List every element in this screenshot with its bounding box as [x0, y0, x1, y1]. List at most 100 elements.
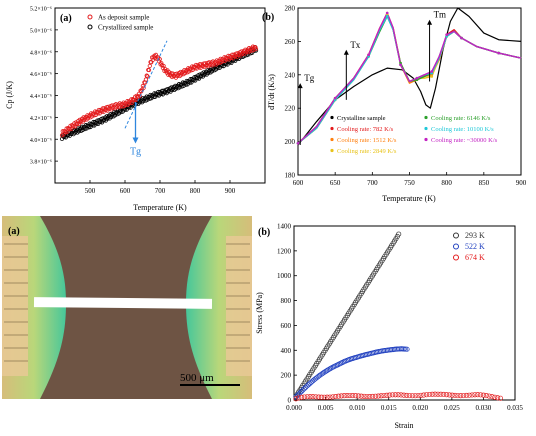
stress-y-tick-label: 600: [281, 322, 292, 330]
dtdt-point: [460, 36, 463, 40]
stress-point: [378, 393, 384, 399]
dtdt-point: [445, 33, 448, 37]
micrograph-left-electrode: [2, 236, 28, 376]
cp-x-tick-label: 500: [85, 187, 96, 195]
stress-point: [381, 392, 387, 399]
stress-point: [341, 393, 347, 399]
stress-x-tick-label: 0.020: [412, 404, 428, 412]
dtdt-point: [296, 141, 300, 145]
panel-cp: 500 600 700 800 900 3.8×10⁻⁶ 4.0×10⁻⁶ 4.2×10⁻⁶…: [5, 7, 266, 212]
cp-y-tick-label: 4.2×10⁻⁶: [30, 116, 52, 122]
stress-x-tick-label: 0.000: [286, 404, 302, 412]
stress-point: [409, 393, 415, 399]
stress-point: [297, 390, 303, 396]
stress-point: [384, 392, 390, 398]
cp-x-tick-label: 800: [190, 187, 201, 195]
cp-legend-label-as-deposit: As deposit sample: [98, 14, 149, 22]
cp-point: [155, 55, 160, 60]
stress-y-ticks: 0 200 400 600 800 1000 1200 1400: [277, 223, 297, 405]
dtdt-legend-marker: [330, 115, 334, 120]
stress-point: [293, 396, 299, 402]
dtdt-point: [399, 63, 402, 67]
dtdt-legend-marker: [330, 137, 334, 142]
cp-y-tick-label: 5.0×10⁻⁶: [30, 28, 52, 34]
dtdt-legend-marker: [330, 126, 334, 131]
panel-stress: 0.000 0.005 0.010 0.015 0.020 0.025 0.030 0.035…: [255, 223, 523, 431]
dtdt-x-tick-label: 750: [404, 179, 415, 187]
stress-point: [497, 395, 504, 401]
stress-point: [446, 392, 452, 398]
stress-point: [335, 393, 342, 399]
stress-legend-label: 674 K: [465, 253, 485, 262]
stress-point: [296, 391, 302, 397]
stress-point: [358, 393, 364, 399]
dtdt-series-line: [297, 13, 522, 144]
dtdt-legend-marker: [424, 115, 428, 120]
stress-y-axis-label: Stress (MPa): [255, 292, 264, 334]
stress-point: [310, 394, 316, 400]
stress-point: [429, 391, 435, 397]
stress-point: [333, 394, 339, 400]
stress-x-tick-label: 0.015: [381, 404, 397, 412]
stress-point: [480, 392, 486, 398]
stress-point: [492, 394, 498, 400]
stress-point: [469, 392, 475, 398]
micrograph-electrode-lines: [4, 243, 250, 362]
stress-legend: 293 K 522 K 674 K: [453, 231, 485, 262]
dtdt-x-tick-label: 800: [441, 179, 452, 187]
stress-point: [361, 393, 367, 399]
cp-y-tick-label: 4.6×10⁻⁶: [30, 72, 52, 78]
stress-y-tick-label: 0: [288, 397, 292, 405]
dtdt-annotation-arrowhead: [343, 49, 349, 55]
stress-series-group: [293, 231, 504, 402]
stress-point: [441, 391, 447, 398]
dtdt-y-tick-label: 180: [285, 172, 296, 180]
stress-point: [475, 392, 481, 398]
stress-point: [372, 393, 379, 399]
cp-y-tick-label: 4.0×10⁻⁶: [30, 138, 52, 144]
stress-point: [463, 392, 469, 399]
stress-legend-label: 293 K: [465, 231, 485, 240]
dtdt-annotation-label: Tg: [304, 73, 314, 83]
stress-x-tick-label: 0.035: [507, 404, 523, 412]
micrograph-panel-label: (a): [8, 226, 20, 237]
stress-point: [316, 394, 322, 400]
stress-point: [353, 393, 359, 399]
stress-point: [364, 393, 370, 400]
stress-point: [344, 393, 350, 399]
stress-point: [323, 368, 330, 374]
dtdt-y-tick-label: 240: [285, 71, 296, 79]
dtdt-point: [430, 70, 434, 73]
micrograph-ribbon: [33, 297, 213, 309]
dtdt-legend-marker: [330, 148, 334, 153]
dtdt-y-tick-label: 200: [285, 138, 296, 146]
cp-plot-frame: [54, 7, 266, 184]
stress-point: [322, 369, 328, 375]
stress-point: [426, 391, 432, 398]
stress-point: [299, 394, 305, 400]
cp-y-tick-label: 5.2×10⁻⁶: [30, 7, 52, 13]
stress-point: [404, 346, 410, 352]
stress-point: [421, 392, 427, 398]
cp-x-tick-label: 600: [120, 187, 131, 195]
cp-series-group: [59, 40, 259, 142]
stress-point: [301, 394, 307, 400]
cp-y-tick-label: 4.8×10⁻⁶: [30, 50, 52, 56]
dtdt-x-axis-label: Temperature (K): [382, 194, 436, 203]
cp-y-axis-label: Cp (J/K): [5, 81, 14, 109]
stress-point: [452, 392, 458, 399]
cp-x-ticks: 500 600 700 800 900: [85, 180, 236, 195]
stress-point: [472, 392, 478, 398]
stress-legend-marker: [453, 232, 459, 239]
dtdt-x-tick-label: 650: [330, 179, 341, 187]
stress-y-tick-label: 1400: [277, 223, 292, 231]
stress-legend-label: 522 K: [465, 242, 485, 251]
stress-plot-frame: [293, 225, 516, 401]
stress-point: [325, 367, 331, 373]
dtdt-x-tick-label: 850: [479, 179, 490, 187]
dtdt-series-group: [296, 7, 522, 146]
cp-legend: As deposit sample Crystallized sample: [87, 14, 153, 32]
stress-point: [324, 394, 330, 400]
stress-x-ticks: 0.000 0.005 0.010 0.015 0.020 0.025 0.030 0.035: [286, 397, 523, 412]
stress-point: [318, 394, 325, 400]
